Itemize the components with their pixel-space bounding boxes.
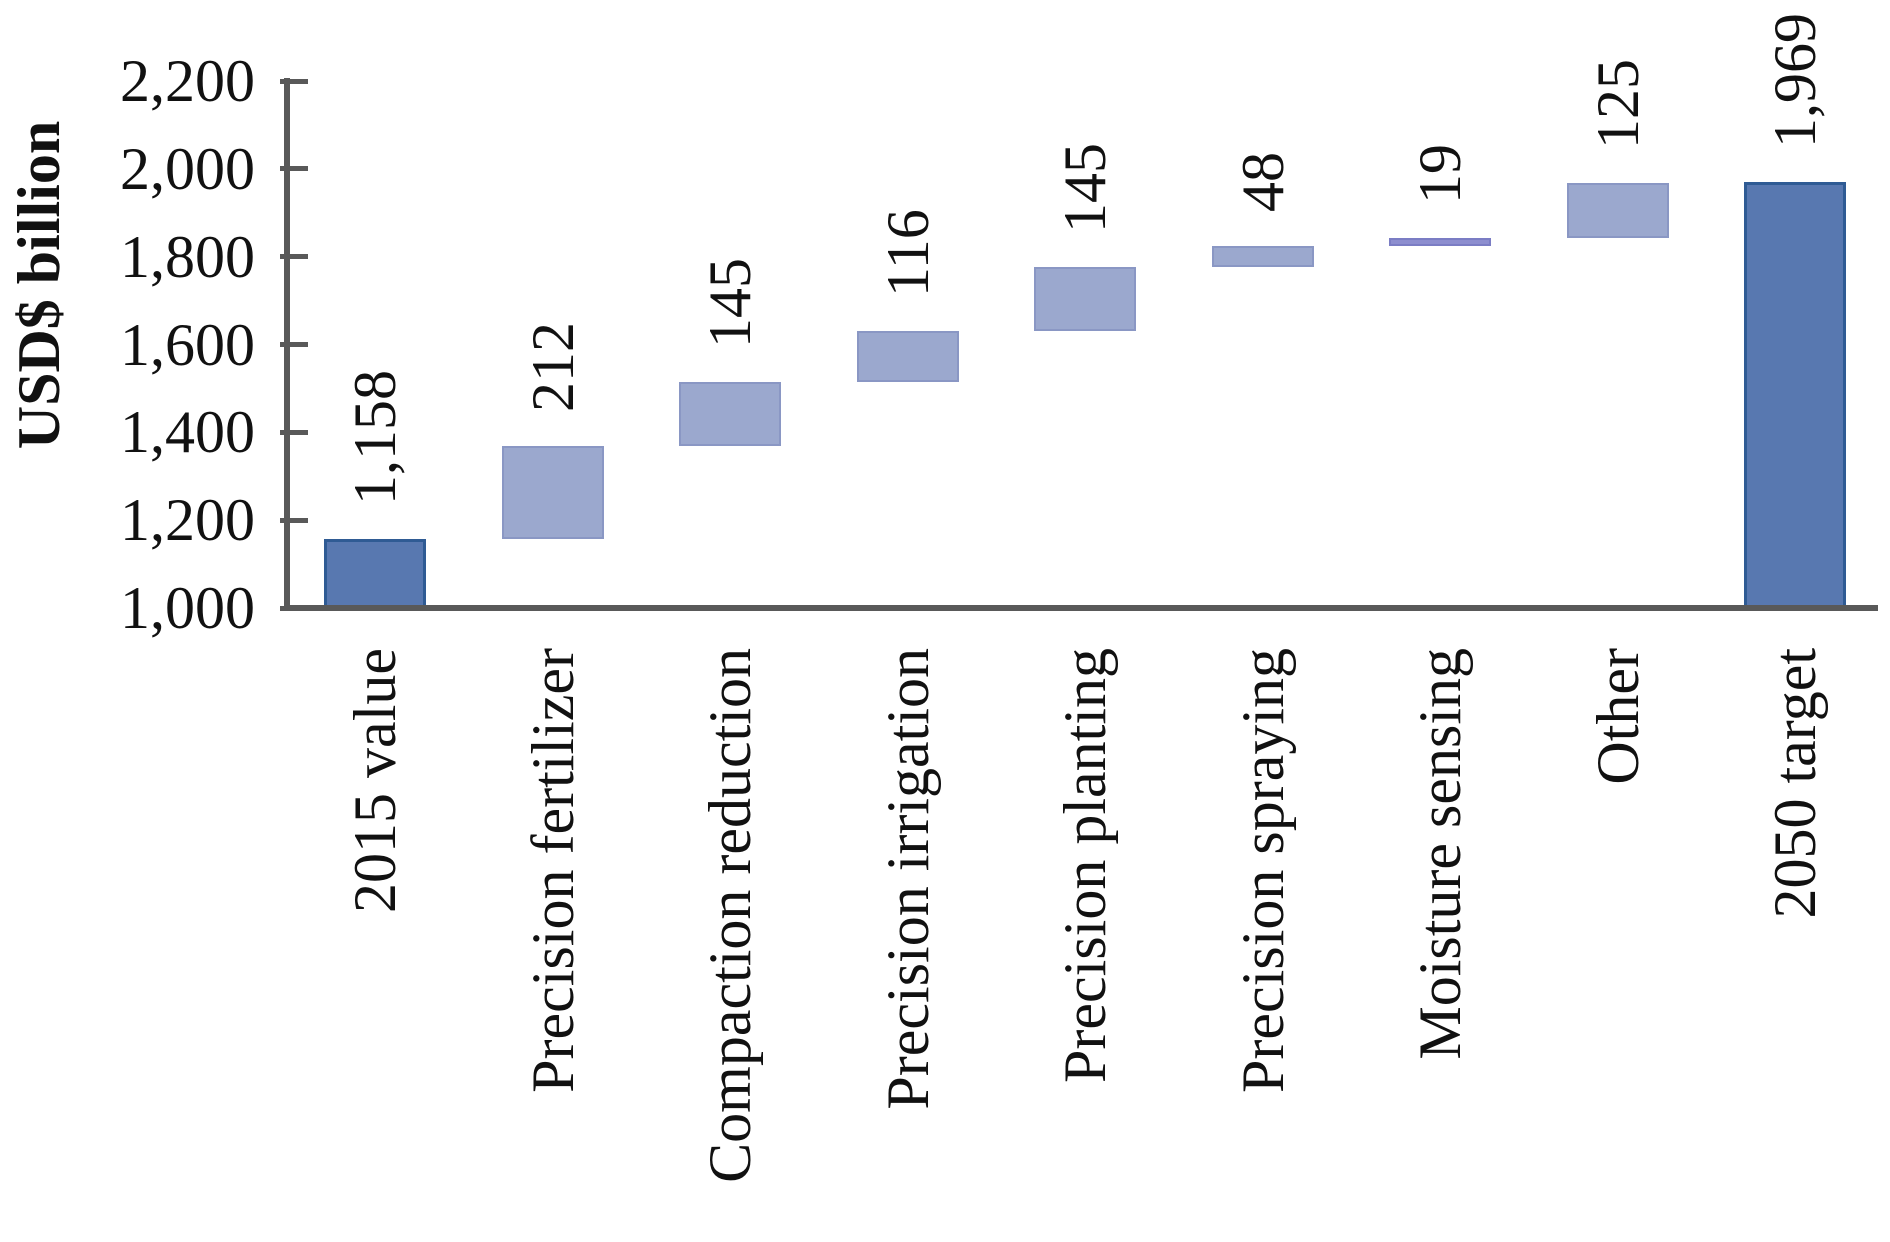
- category-label-moisture-sensing: Moisture sensing: [1407, 648, 1473, 1060]
- category-label-container-precision-irrigation: Precision irrigation: [875, 648, 941, 1110]
- value-label-precision-fertilizer: 212: [519, 321, 586, 412]
- category-label-precision-irrigation: Precision irrigation: [874, 648, 941, 1110]
- value-label-container-precision-planting: 145: [1052, 143, 1118, 233]
- value-label-container-compaction-reduction: 145: [697, 258, 763, 348]
- bar-moisture-sensing: [1389, 237, 1491, 247]
- value-label-moisture-sensing: 19: [1407, 143, 1473, 204]
- bar-precision-irrigation: [856, 330, 959, 382]
- category-label-precision-spraying: Precision spraying: [1229, 648, 1296, 1093]
- value-label-container-2015-value: 1,158: [342, 370, 408, 505]
- category-label-container-precision-planting: Precision planting: [1052, 648, 1118, 1083]
- bar-compaction-reduction: [679, 381, 781, 446]
- value-label-precision-irrigation: 116: [874, 209, 941, 297]
- value-label-container-precision-irrigation: 116: [875, 209, 941, 297]
- value-label-precision-planting: 145: [1052, 143, 1118, 234]
- category-label-container-2015-value: 2015 value: [342, 648, 408, 913]
- category-label-container-2050-target: 2050 target: [1762, 648, 1828, 919]
- category-label-container-other: Other: [1585, 648, 1651, 785]
- category-label-container-precision-spraying: Precision spraying: [1230, 648, 1296, 1093]
- x-axis-line: [284, 605, 1878, 611]
- value-label-container-moisture-sensing: 19: [1407, 144, 1473, 204]
- y-tick-1-800: [280, 254, 308, 260]
- y-tick-label-2-000: 2,000: [120, 135, 255, 202]
- y-tick-1-400: [280, 429, 308, 435]
- value-label-container-precision-spraying: 48: [1230, 152, 1296, 212]
- y-tick-1-600: [280, 342, 308, 347]
- y-tick-label-1-600: 1,600: [120, 311, 255, 378]
- y-axis-title: USD$ billion: [6, 120, 72, 450]
- y-tick-label-1-000: 1,000: [120, 575, 255, 641]
- category-label-compaction-reduction: Compaction reduction: [697, 648, 763, 1183]
- value-label-2050-target: 1,969: [1762, 13, 1828, 149]
- bar-precision-spraying: [1211, 246, 1314, 268]
- category-label-container-precision-fertilizer: Precision fertilizer: [520, 648, 586, 1093]
- category-label-other: Other: [1584, 648, 1651, 785]
- value-label-compaction-reduction: 145: [697, 257, 763, 348]
- bar-2050-target: [1744, 182, 1846, 608]
- value-label-precision-spraying: 48: [1229, 152, 1296, 213]
- bar-other: [1566, 182, 1669, 238]
- y-tick-2-000: [280, 166, 308, 172]
- value-label-container-2050-target: 1,969: [1762, 13, 1828, 148]
- y-tick-label-1-200: 1,200: [120, 487, 255, 554]
- bar-2015-value: [324, 538, 426, 608]
- category-label-container-moisture-sensing: Moisture sensing: [1407, 648, 1473, 1060]
- y-tick-1-000: [280, 605, 308, 611]
- y-tick-label-1-400: 1,400: [120, 399, 255, 466]
- value-label-container-precision-fertilizer: 212: [520, 322, 586, 412]
- category-label-2050-target: 2050 target: [1762, 648, 1828, 919]
- category-label-container-compaction-reduction: Compaction reduction: [697, 648, 763, 1183]
- y-tick-label-2-200: 2,200: [120, 48, 255, 114]
- y-tick-label-1-800: 1,800: [120, 223, 255, 290]
- category-label-precision-fertilizer: Precision fertilizer: [519, 648, 586, 1093]
- value-label-container-other: 125: [1585, 59, 1651, 149]
- bar-precision-fertilizer: [501, 445, 604, 539]
- category-label-precision-planting: Precision planting: [1052, 648, 1118, 1083]
- bar-precision-planting: [1034, 267, 1136, 331]
- y-tick-2-200: [280, 78, 308, 84]
- category-label-2015-value: 2015 value: [342, 648, 408, 913]
- y-tick-1-200: [280, 517, 308, 523]
- value-label-2015-value: 1,158: [342, 369, 408, 505]
- value-label-other: 125: [1584, 58, 1651, 149]
- y-axis-title-container: USD$ billion: [6, 121, 72, 449]
